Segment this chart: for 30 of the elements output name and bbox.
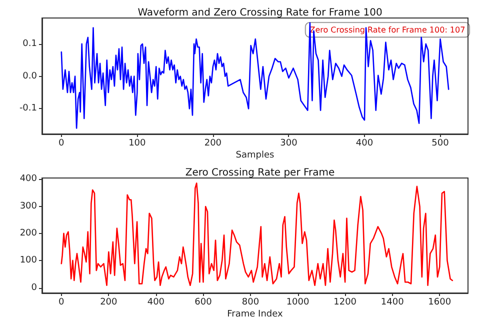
- y-tick-label: 0: [31, 282, 38, 293]
- y-tick-label: 300: [20, 201, 38, 212]
- y-tick-label: 0.0: [22, 71, 38, 82]
- x-tick-label: 1400: [380, 298, 404, 308]
- annotation: Zero Crossing Rate for Frame 100: 107: [310, 25, 466, 34]
- x-axis-title: Frame Index: [227, 310, 284, 320]
- x-tick-label: 300: [280, 138, 298, 148]
- y-tick-label: 0.1: [22, 38, 37, 49]
- x-tick-label: 1000: [286, 298, 310, 308]
- x-axis-title: Samples: [236, 150, 275, 160]
- x-tick-label: 100: [128, 138, 146, 148]
- y-tick-label: 100: [20, 256, 38, 266]
- x-tick-label: 400: [356, 138, 374, 148]
- x-tick-label: 0: [58, 298, 65, 308]
- x-tick-label: 1200: [334, 298, 357, 308]
- x-tick-label: 0: [58, 138, 65, 148]
- line-series: [60, 22, 450, 129]
- chart-title: Zero Crossing Rate per Frame: [185, 168, 335, 178]
- chart-title: Waveform and Zero Crossing Rate for Frame 100: [138, 8, 382, 18]
- y-tick-label: -0.1: [19, 104, 37, 114]
- x-tick-label: 800: [242, 298, 260, 308]
- y-tick-label: 200: [20, 228, 38, 238]
- x-tick-label: 200: [100, 298, 118, 308]
- y-tick-label: 400: [20, 174, 38, 184]
- x-tick-label: 200: [204, 138, 222, 148]
- x-tick-label: 1600: [428, 298, 452, 308]
- x-tick-label: 400: [147, 298, 165, 308]
- x-tick-label: 600: [194, 298, 212, 308]
- line-series: [60, 182, 454, 286]
- x-tick-label: 500: [432, 138, 450, 148]
